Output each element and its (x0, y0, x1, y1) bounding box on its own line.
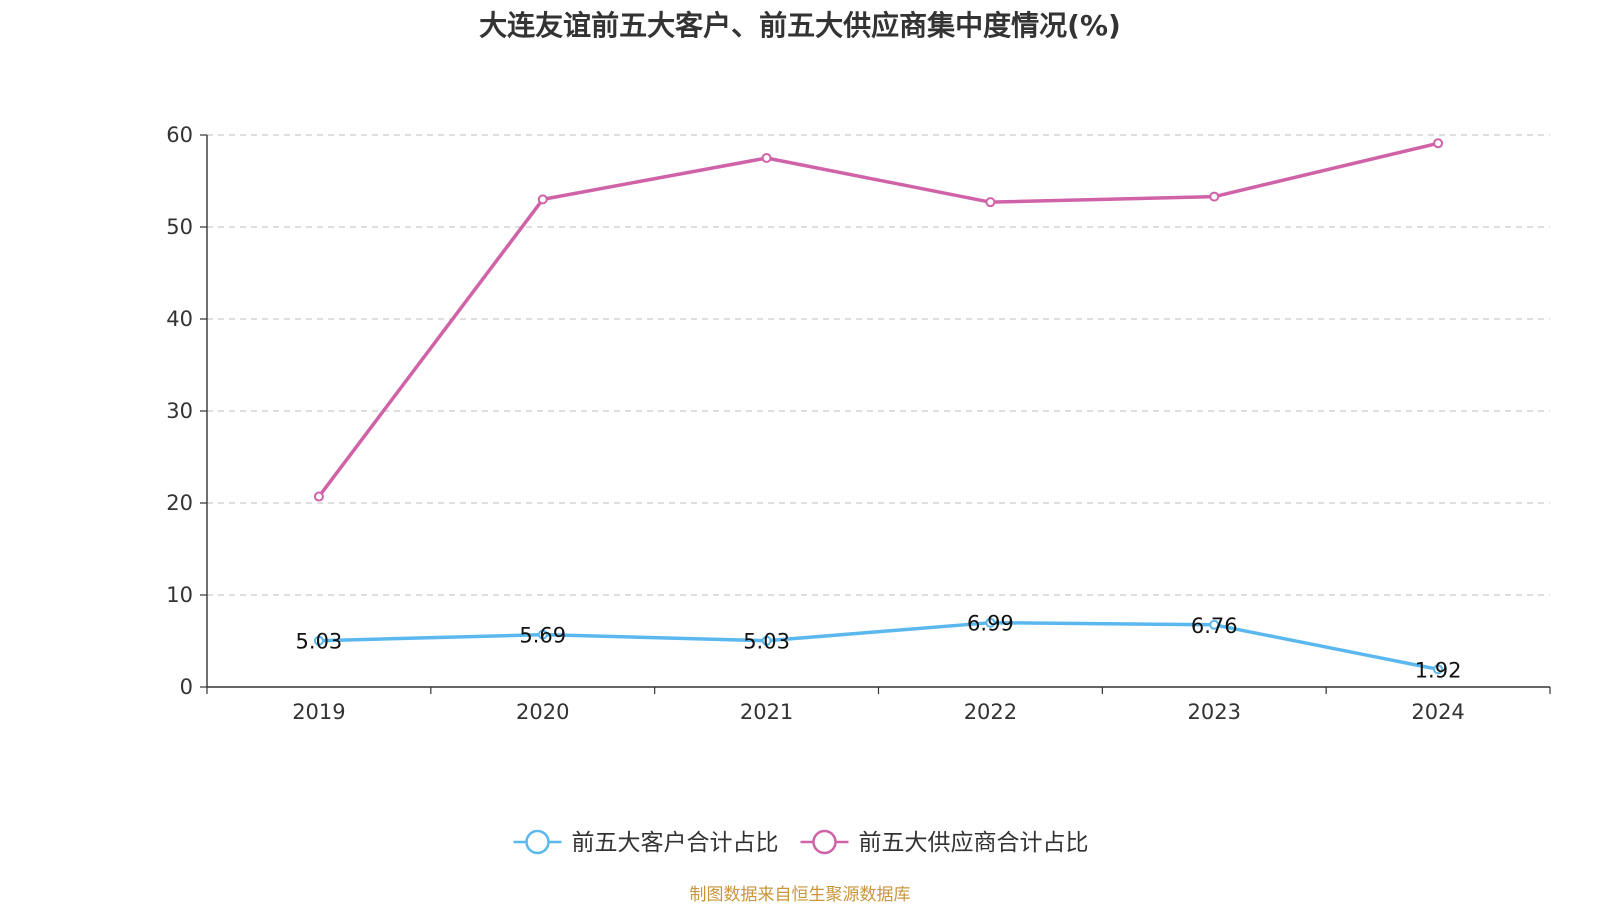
series-line-2 (317, 141, 1439, 498)
legend-label: 前五大供应商合计占比 (859, 830, 1089, 856)
data-point (1433, 138, 1444, 149)
data-point (1433, 664, 1444, 675)
data-point (537, 629, 548, 640)
legend-item-2: 前五大供应商合计占比 (800, 829, 1089, 856)
source-note: 制图数据来自恒生聚源数据库 (689, 885, 911, 905)
x-tick-label: 2020 (516, 700, 569, 724)
legend-item-1: 前五大客户合计占比 (513, 829, 779, 856)
x-tick-label: 2023 (1188, 700, 1241, 724)
x-tick-label: 2024 (1411, 700, 1464, 724)
data-label: 5.03 (743, 630, 790, 654)
data-label: 6.76 (1191, 614, 1238, 638)
chart-title: 大连友谊前五大客户、前五大供应商集中度情况(%) (479, 9, 1121, 42)
y-tick-label: 30 (166, 399, 193, 423)
data-point (761, 153, 772, 163)
x-tick-label: 2021 (740, 700, 793, 724)
data-point (1209, 619, 1220, 630)
y-tick-label: 10 (166, 583, 193, 607)
data-point (761, 635, 772, 646)
data-point (985, 197, 996, 208)
legend-marker (812, 829, 837, 855)
legend-marker (525, 829, 550, 855)
x-tick-label: 2019 (292, 700, 345, 724)
data-point (313, 635, 324, 646)
legend: 前五大客户合计占比 前五大供应商合计占比 (513, 829, 1089, 856)
data-point (985, 617, 996, 628)
data-label: 1.92 (1415, 658, 1462, 682)
data-label: 5.69 (519, 624, 566, 648)
y-tick-label: 60 (166, 123, 193, 147)
y-tick-label: 50 (166, 215, 193, 239)
x-tick-label: 2022 (964, 700, 1017, 724)
y-tick-label: 40 (166, 307, 193, 331)
axes: 0 10 20 30 40 50 60 2019 2020 2021 2022 2023 2024 (166, 123, 1551, 724)
data-label: 5.03 (296, 630, 343, 654)
data-point (1209, 191, 1220, 202)
y-tick-label: 20 (166, 491, 193, 515)
legend-label: 前五大客户合计占比 (572, 830, 779, 856)
y-tick-label: 0 (180, 675, 193, 699)
series-lines (313, 138, 1444, 675)
data-point (537, 194, 548, 205)
grid-lines (207, 134, 1550, 596)
series-line-1 (318, 620, 1439, 672)
data-label: 6.99 (967, 612, 1014, 636)
data-point (313, 491, 324, 502)
data-labels: 5.03 5.69 5.03 6.99 6.76 1.92 (296, 612, 1462, 683)
